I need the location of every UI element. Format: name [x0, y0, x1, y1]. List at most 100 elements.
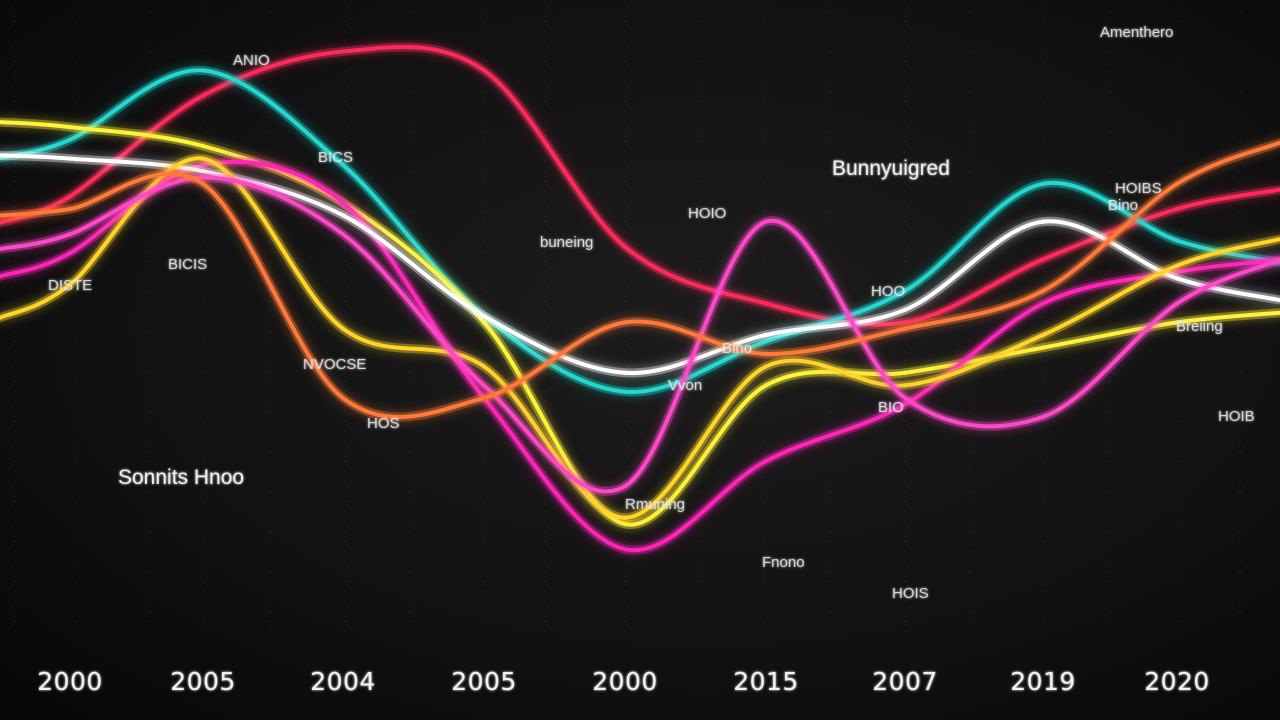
- x-tick-label: 2000: [37, 667, 103, 696]
- annotation-label: HOIS: [892, 585, 929, 602]
- data-point: [1040, 219, 1046, 224]
- data-point: [340, 213, 346, 218]
- data-point: [763, 458, 769, 464]
- data-point: [902, 370, 908, 375]
- data-point: [67, 232, 73, 237]
- x-tick-label: 2007: [872, 667, 938, 696]
- data-point: [1040, 181, 1046, 186]
- annotation-label: DISTE: [48, 277, 92, 294]
- data-point: [200, 156, 206, 161]
- data-point: [763, 301, 769, 306]
- data-point: [481, 383, 487, 388]
- annotation-label: HOIB: [1218, 408, 1255, 425]
- data-point: [902, 320, 908, 325]
- series-5: [0, 150, 1280, 378]
- data-point: [340, 326, 346, 331]
- series-4: [0, 157, 1280, 555]
- annotation-label: Breiing: [1176, 318, 1223, 335]
- data-point: [340, 162, 346, 168]
- annotation-label: Rmuning: [625, 496, 685, 513]
- annotation-label: HOS: [367, 415, 400, 432]
- data-point: [481, 395, 487, 401]
- series-8: [0, 138, 1280, 422]
- data-point: [763, 332, 769, 338]
- data-point: [902, 307, 908, 312]
- data-point: [902, 395, 908, 401]
- data-point: [763, 383, 769, 388]
- series-2: [0, 65, 1280, 397]
- x-tick-label: 2004: [310, 667, 376, 696]
- data-point: [67, 124, 73, 130]
- data-point: [622, 370, 628, 375]
- x-tick-label: 2015: [733, 667, 799, 696]
- data-point: [340, 232, 346, 237]
- series-1: [0, 42, 1280, 329]
- data-point: [340, 200, 346, 205]
- data-point: [622, 484, 628, 489]
- series-6: [0, 154, 1280, 523]
- data-point: [340, 395, 346, 401]
- series-group: [0, 42, 1280, 555]
- data-point: [481, 364, 487, 369]
- annotation-label: Fnono: [762, 554, 805, 571]
- data-point: [763, 219, 769, 224]
- annotation-label: BICS: [318, 149, 353, 166]
- annotation-label: HOO: [871, 283, 905, 300]
- data-point: [1040, 257, 1046, 262]
- data-point: [763, 351, 769, 357]
- series-line: [0, 44, 1280, 327]
- data-point: [1174, 181, 1180, 186]
- annotation-label: HOIO: [688, 205, 726, 222]
- data-point: [1174, 320, 1180, 325]
- annotation-label: buneing: [540, 234, 593, 251]
- data-point: [1040, 332, 1046, 338]
- data-point: [763, 364, 769, 369]
- data-point: [200, 68, 206, 73]
- data-point: [481, 68, 487, 73]
- x-tick-label: 2000: [592, 667, 658, 696]
- data-point: [622, 547, 628, 552]
- data-point: [1040, 288, 1046, 294]
- data-point: [622, 515, 628, 520]
- x-tick-label: 2020: [1144, 667, 1210, 696]
- series-line: [0, 159, 1280, 553]
- x-tick-label: 2019: [1010, 667, 1076, 696]
- data-point: [67, 137, 73, 142]
- data-point: [67, 250, 73, 256]
- annotation-label: NVOCSE: [303, 356, 366, 373]
- series-line: [0, 156, 1280, 520]
- data-point: [902, 326, 908, 331]
- annotation-label: BICIS: [168, 256, 207, 273]
- data-point: [1174, 238, 1180, 243]
- data-point: [622, 320, 628, 325]
- data-point: [1174, 206, 1180, 212]
- data-point: [67, 194, 73, 199]
- data-point: [1040, 414, 1046, 420]
- annotation-label: Bino: [1108, 197, 1138, 214]
- annotation-label: Bino: [722, 340, 752, 357]
- data-point: [1174, 276, 1180, 281]
- data-point: [1174, 263, 1180, 268]
- data-point: [67, 206, 73, 212]
- series-glow: [0, 157, 1280, 555]
- annotation-label: Bunnyuigred: [832, 157, 950, 180]
- x-axis: 2000 2005 2004 2005 2000 2015 2007 2019 2020: [37, 667, 1210, 696]
- data-point: [200, 143, 206, 149]
- data-point: [200, 169, 206, 174]
- data-point: [340, 49, 346, 54]
- data-point: [200, 181, 206, 186]
- data-point: [1040, 301, 1046, 306]
- data-point: [622, 521, 628, 527]
- annotation-label: Sonnits Hnoo: [118, 466, 244, 489]
- annotation-label: Amenthero: [1100, 24, 1173, 41]
- data-point: [200, 93, 206, 98]
- series-7: [0, 173, 1280, 496]
- data-point: [1040, 345, 1046, 350]
- annotation-label: BIO: [878, 399, 904, 416]
- x-tick-label: 2005: [170, 667, 236, 696]
- data-point: [622, 244, 628, 249]
- data-point: [67, 156, 73, 161]
- data-point: [200, 162, 206, 168]
